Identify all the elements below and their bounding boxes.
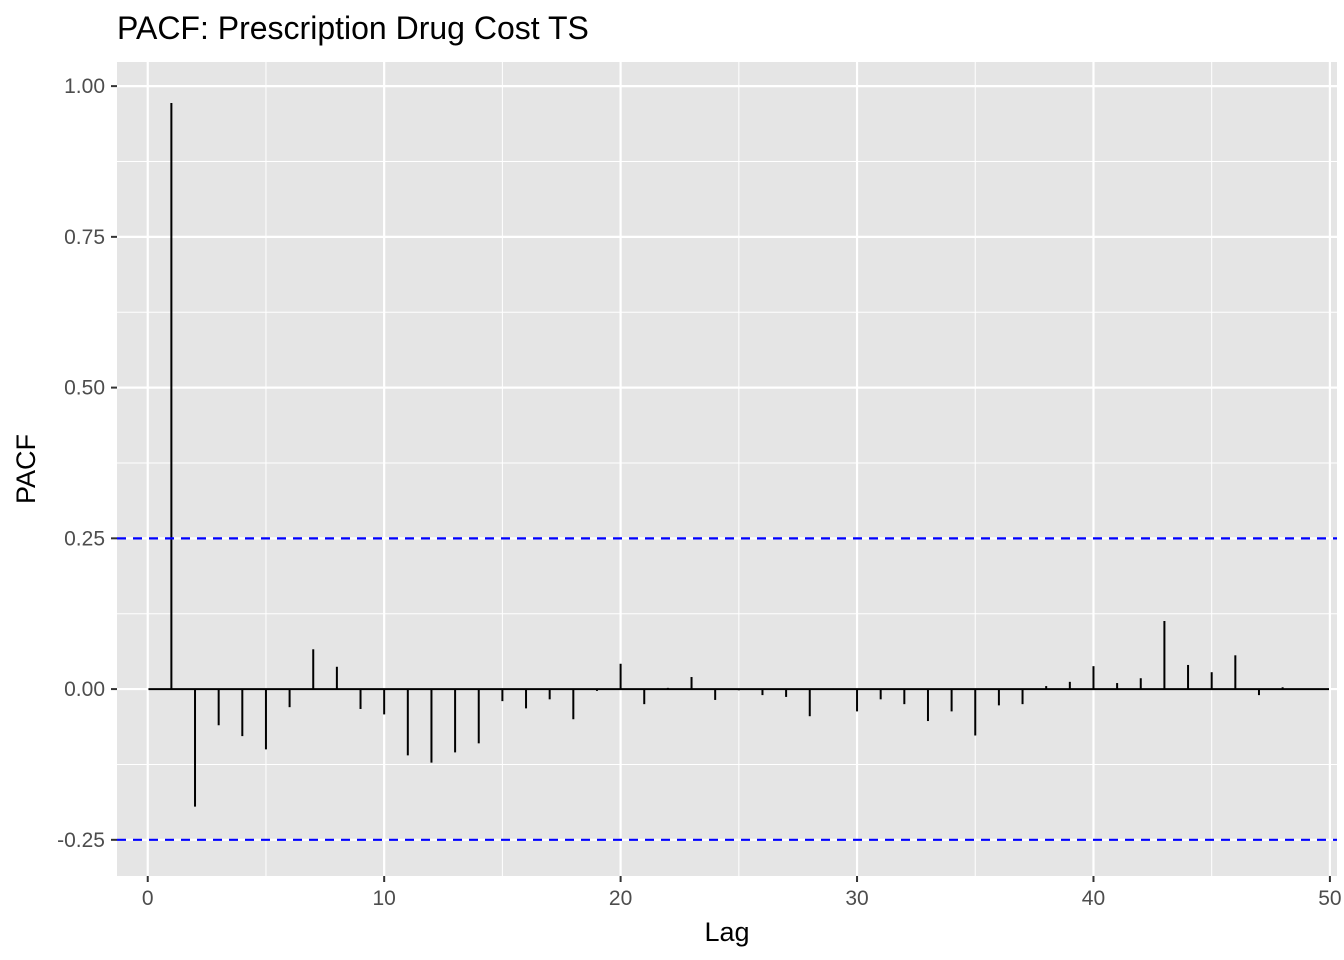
y-tick-label: 0.00: [64, 678, 105, 701]
x-axis: 0 10 20 30 40 50: [142, 876, 1342, 910]
x-tick-label: 40: [1082, 887, 1105, 910]
y-axis: -0.25 0.00 0.25 0.50 0.75 1.00: [57, 75, 117, 852]
y-tick-label: 0.25: [64, 527, 105, 550]
x-tick-label: 10: [372, 887, 395, 910]
y-tick-label: 0.75: [64, 226, 105, 249]
y-tick-label: 0.50: [64, 377, 105, 400]
minor-gridlines: [117, 62, 1337, 876]
pacf-bars: [170, 103, 1284, 807]
plot-panel: [117, 62, 1337, 876]
x-tick-label: 20: [609, 887, 632, 910]
x-tick-label: 50: [1318, 887, 1341, 910]
confidence-bounds: [117, 537, 1337, 841]
x-tick-label: 30: [845, 887, 868, 910]
y-tick-label: -0.25: [57, 829, 105, 852]
x-axis-title: Lag: [704, 917, 749, 947]
y-tick-label: 1.00: [64, 75, 105, 98]
y-axis-title: PACF: [11, 434, 41, 504]
x-tick-label: 0: [142, 887, 154, 910]
chart-title: PACF: Prescription Drug Cost TS: [117, 10, 589, 46]
